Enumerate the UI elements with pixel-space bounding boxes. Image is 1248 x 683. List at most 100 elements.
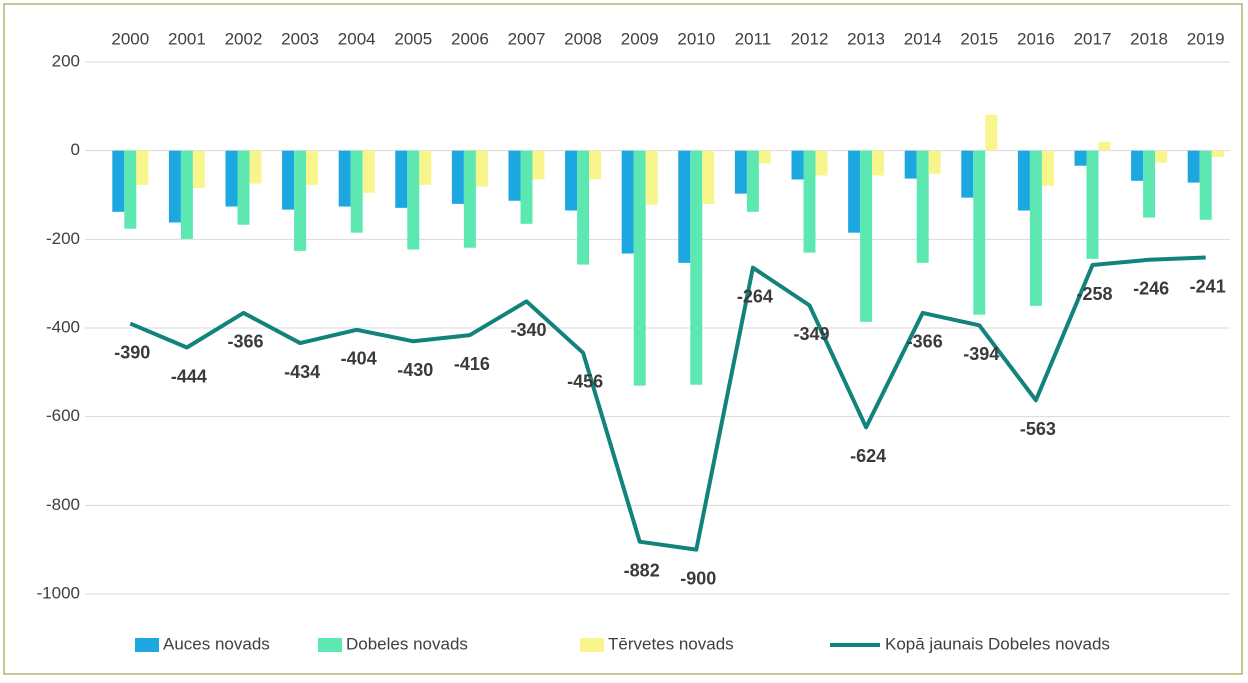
bar xyxy=(419,150,432,185)
bar xyxy=(451,150,464,204)
chart-border xyxy=(3,3,1243,675)
bar xyxy=(1041,150,1054,186)
bar xyxy=(860,150,873,322)
bar xyxy=(678,150,691,263)
bar xyxy=(690,150,703,385)
data-label: -416 xyxy=(454,354,490,374)
bar xyxy=(282,150,295,210)
bar xyxy=(916,150,929,263)
x-tick-label: 2005 xyxy=(394,29,432,48)
x-tick-label: 2009 xyxy=(621,29,659,48)
legend-swatch xyxy=(318,638,342,652)
y-tick-label: -400 xyxy=(46,317,80,336)
data-label: -404 xyxy=(341,349,377,369)
x-tick-label: 2010 xyxy=(677,29,715,48)
data-label: -349 xyxy=(793,324,829,344)
bar xyxy=(1211,150,1224,157)
legend-swatch xyxy=(580,638,604,652)
bar xyxy=(395,150,408,208)
bar xyxy=(928,150,941,174)
x-tick-label: 2000 xyxy=(111,29,149,48)
bar xyxy=(520,150,533,224)
bar xyxy=(112,150,125,212)
y-tick-label: 200 xyxy=(52,51,80,70)
bar xyxy=(225,150,238,207)
x-tick-label: 2011 xyxy=(735,29,772,48)
data-label: -430 xyxy=(397,360,433,380)
x-tick-label: 2002 xyxy=(225,29,263,48)
bar xyxy=(734,150,747,194)
bar xyxy=(848,150,861,233)
data-label: -444 xyxy=(171,366,207,386)
bar xyxy=(702,150,715,204)
y-tick-label: -800 xyxy=(46,495,80,514)
bar xyxy=(985,114,998,151)
legend-label: Auces novads xyxy=(163,634,270,653)
data-label: -456 xyxy=(567,372,603,392)
data-label: -390 xyxy=(114,342,150,362)
bar xyxy=(621,150,634,254)
bar xyxy=(1074,150,1087,166)
data-label: -563 xyxy=(1020,419,1056,439)
legend-label: Kopā jaunais Dobeles novads xyxy=(885,634,1110,653)
bar xyxy=(338,150,351,207)
x-tick-label: 2007 xyxy=(508,29,546,48)
y-tick-label: -1000 xyxy=(37,583,80,602)
bar xyxy=(758,150,771,164)
bar xyxy=(645,150,658,205)
x-tick-label: 2003 xyxy=(281,29,319,48)
bar xyxy=(306,150,319,185)
bar xyxy=(633,150,646,386)
y-tick-label: 0 xyxy=(71,140,80,159)
data-label: -366 xyxy=(227,332,263,352)
bar xyxy=(508,150,521,201)
x-tick-label: 2018 xyxy=(1130,29,1168,48)
bar xyxy=(1187,150,1200,183)
y-tick-label: -600 xyxy=(46,406,80,425)
x-tick-label: 2013 xyxy=(847,29,885,48)
bar xyxy=(973,150,986,315)
x-tick-label: 2019 xyxy=(1187,29,1225,48)
x-tick-label: 2014 xyxy=(904,29,942,48)
bar xyxy=(1029,150,1042,306)
bar xyxy=(1098,141,1111,151)
bar xyxy=(294,150,307,251)
bar xyxy=(1086,150,1099,259)
x-tick-label: 2004 xyxy=(338,29,376,48)
data-label: -434 xyxy=(284,362,320,382)
data-label: -882 xyxy=(624,560,660,580)
bar xyxy=(589,150,602,180)
bar xyxy=(815,150,828,176)
bar xyxy=(803,150,816,253)
x-tick-label: 2017 xyxy=(1074,29,1112,48)
bar xyxy=(180,150,193,239)
x-tick-label: 2016 xyxy=(1017,29,1055,48)
data-label: -394 xyxy=(963,344,999,364)
bar xyxy=(791,150,804,180)
data-label: -366 xyxy=(907,332,943,352)
data-label: -624 xyxy=(850,446,886,466)
bar xyxy=(1199,150,1212,220)
bar xyxy=(565,150,578,211)
x-tick-label: 2012 xyxy=(791,29,829,48)
bar xyxy=(249,150,262,184)
line xyxy=(129,255,1206,552)
x-tick-label: 2006 xyxy=(451,29,489,48)
bar xyxy=(872,150,885,176)
bar xyxy=(237,150,250,225)
bar xyxy=(463,150,476,248)
data-label: -241 xyxy=(1190,276,1226,296)
bar xyxy=(124,150,137,229)
bar xyxy=(407,150,420,250)
data-label: -340 xyxy=(510,320,546,340)
data-label: -258 xyxy=(1076,284,1112,304)
data-label: -246 xyxy=(1133,278,1169,298)
x-tick-label: 2008 xyxy=(564,29,602,48)
legend-swatch xyxy=(135,638,159,652)
bar xyxy=(532,150,545,180)
bar xyxy=(1017,150,1030,211)
data-label: -900 xyxy=(680,568,716,588)
bar xyxy=(1155,150,1168,163)
bar xyxy=(168,150,181,223)
